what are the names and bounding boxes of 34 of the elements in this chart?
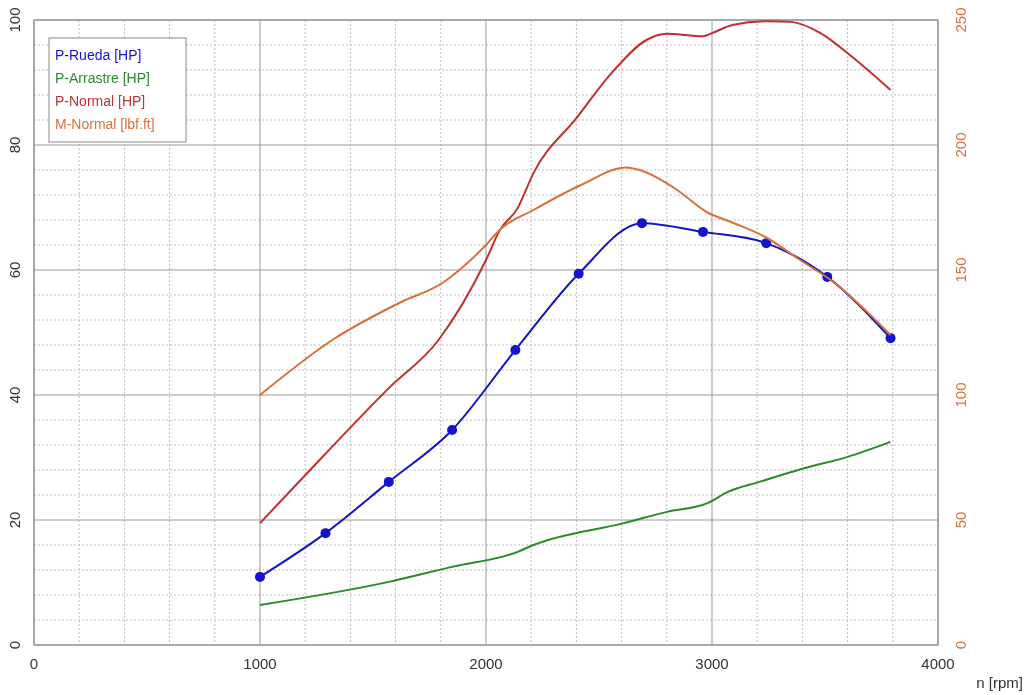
y2-tick-label: 150	[952, 257, 969, 283]
point	[510, 345, 521, 355]
point	[885, 333, 896, 344]
text: P-Normal [HP]	[55, 93, 146, 109]
point	[697, 226, 708, 237]
y2-tick-label: 0	[952, 640, 969, 650]
text: M-Normal [lbf.ft]	[55, 116, 155, 132]
x-tick-label: 3000	[695, 655, 729, 672]
line-series	[259, 440, 892, 606]
text: P-Rueda [HP]	[55, 47, 142, 63]
x-tick-label: 1000	[243, 655, 277, 672]
point	[320, 528, 331, 539]
point	[636, 218, 647, 229]
y-tick-label: 100	[6, 7, 23, 33]
point	[761, 238, 772, 249]
point	[255, 571, 265, 582]
point	[383, 476, 394, 487]
text: P-Arrastre [HP]	[55, 70, 150, 86]
line-series	[259, 20, 892, 525]
y2-tick-label: 50	[952, 511, 969, 529]
y-tick-label: 80	[6, 136, 23, 154]
x-tick-label: 4000	[921, 655, 955, 672]
y2-tick-label: 100	[952, 382, 969, 408]
y-tick-label: 60	[6, 261, 23, 279]
point	[447, 425, 458, 435]
x-axis-title: n [rpm]	[976, 674, 1023, 691]
y-tick-label: 40	[6, 386, 23, 404]
y2-tick-label: 200	[952, 132, 969, 158]
x-tick-label: 0	[29, 655, 39, 672]
y-tick-label: 0	[6, 640, 23, 650]
y-tick-label: 20	[6, 511, 23, 529]
x-tick-label: 2000	[469, 655, 503, 672]
y2-tick-label: 250	[952, 7, 969, 33]
point	[573, 268, 584, 279]
